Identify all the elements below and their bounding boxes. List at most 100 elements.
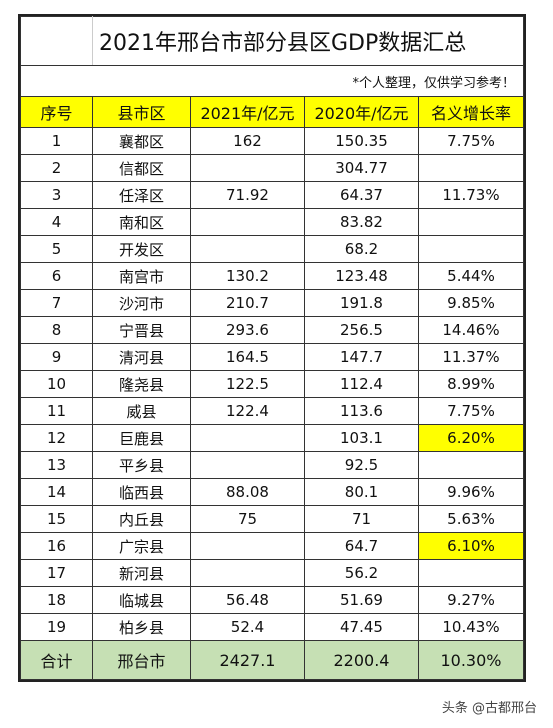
cell-no: 14 [20, 478, 93, 506]
cell-name: 信都区 [92, 154, 191, 182]
gdp-spreadsheet: 2021年邢台市部分县区GDP数据汇总 *个人整理，仅供学习参考！ 序号 县市区… [18, 14, 526, 682]
cell-growth: 5.44% [418, 262, 524, 290]
cell-y2021: 162 [190, 127, 305, 155]
cell-no: 7 [20, 289, 93, 317]
cell-y2021 [190, 154, 305, 182]
cell-growth: 8.99% [418, 370, 524, 398]
cell-name: 任泽区 [92, 181, 191, 209]
cell-no: 13 [20, 451, 93, 479]
cell-y2020: 51.69 [304, 586, 419, 614]
table-row: 4 南和区 83.82 [20, 208, 524, 236]
table-row: 13 平乡县 92.5 [20, 451, 524, 479]
cell-no: 9 [20, 343, 93, 371]
table-row: 6 南宫市 130.2 123.48 5.44% [20, 262, 524, 290]
cell-no: 1 [20, 127, 93, 155]
cell-y2021 [190, 235, 305, 263]
cell-no: 12 [20, 424, 93, 452]
cell-y2021: 75 [190, 505, 305, 533]
cell-no: 10 [20, 370, 93, 398]
cell-no: 17 [20, 559, 93, 587]
cell-y2020: 83.82 [304, 208, 419, 236]
cell-name: 柏乡县 [92, 613, 191, 641]
cell-y2021 [190, 559, 305, 587]
header-2021: 2021年/亿元 [190, 96, 305, 128]
cell-y2020: 68.2 [304, 235, 419, 263]
cell-y2021 [190, 208, 305, 236]
cell-y2020: 112.4 [304, 370, 419, 398]
cell-name: 巨鹿县 [92, 424, 191, 452]
cell-y2020: 103.1 [304, 424, 419, 452]
cell-y2020: 123.48 [304, 262, 419, 290]
cell-y2021: 88.08 [190, 478, 305, 506]
cell-y2020: 191.8 [304, 289, 419, 317]
cell-y2020: 150.35 [304, 127, 419, 155]
table-row: 1 襄都区 162 150.35 7.75% [20, 127, 524, 155]
total-label: 合计 [20, 640, 93, 680]
table-row: 5 开发区 68.2 [20, 235, 524, 263]
cell-no: 2 [20, 154, 93, 182]
cell-y2021: 122.4 [190, 397, 305, 425]
cell-y2020: 64.37 [304, 181, 419, 209]
cell-y2021: 210.7 [190, 289, 305, 317]
cell-y2021 [190, 532, 305, 560]
header-no: 序号 [20, 96, 93, 128]
title-row: 2021年邢台市部分县区GDP数据汇总 [20, 16, 524, 66]
cell-y2021: 122.5 [190, 370, 305, 398]
cell-y2021: 293.6 [190, 316, 305, 344]
cell-name: 隆尧县 [92, 370, 191, 398]
cell-no: 5 [20, 235, 93, 263]
cell-y2021 [190, 451, 305, 479]
header-growth: 名义增长率 [418, 96, 524, 128]
cell-y2020: 80.1 [304, 478, 419, 506]
cell-y2021: 130.2 [190, 262, 305, 290]
header-2020: 2020年/亿元 [304, 96, 419, 128]
table-row: 12 巨鹿县 103.1 6.20% [20, 424, 524, 452]
header-name: 县市区 [92, 96, 191, 128]
cell-y2020: 113.6 [304, 397, 419, 425]
cell-name: 南和区 [92, 208, 191, 236]
cell-no: 16 [20, 532, 93, 560]
title-spacer-cell [20, 16, 93, 66]
cell-growth: 9.96% [418, 478, 524, 506]
cell-growth: 5.63% [418, 505, 524, 533]
cell-growth [418, 559, 524, 587]
table-row: 11 威县 122.4 113.6 7.75% [20, 397, 524, 425]
cell-name: 开发区 [92, 235, 191, 263]
table-title: 2021年邢台市部分县区GDP数据汇总 [92, 16, 524, 66]
table-row: 10 隆尧县 122.5 112.4 8.99% [20, 370, 524, 398]
note-row: *个人整理，仅供学习参考！ [20, 65, 524, 97]
cell-name: 宁晋县 [92, 316, 191, 344]
total-growth: 10.30% [418, 640, 524, 680]
cell-growth: 9.27% [418, 586, 524, 614]
table-row: 16 广宗县 64.7 6.10% [20, 532, 524, 560]
cell-name: 广宗县 [92, 532, 191, 560]
cell-y2021: 52.4 [190, 613, 305, 641]
watermark: 头条 @古都邢台 [442, 697, 537, 716]
cell-no: 18 [20, 586, 93, 614]
cell-growth [418, 235, 524, 263]
cell-name: 内丘县 [92, 505, 191, 533]
total-y2021: 2427.1 [190, 640, 305, 680]
cell-no: 11 [20, 397, 93, 425]
cell-y2021: 71.92 [190, 181, 305, 209]
cell-name: 威县 [92, 397, 191, 425]
cell-no: 19 [20, 613, 93, 641]
table-row: 18 临城县 56.48 51.69 9.27% [20, 586, 524, 614]
table-row: 8 宁晋县 293.6 256.5 14.46% [20, 316, 524, 344]
cell-growth: 11.73% [418, 181, 524, 209]
table-row: 2 信都区 304.77 [20, 154, 524, 182]
cell-name: 沙河市 [92, 289, 191, 317]
cell-no: 3 [20, 181, 93, 209]
cell-y2021: 164.5 [190, 343, 305, 371]
cell-no: 6 [20, 262, 93, 290]
cell-growth: 9.85% [418, 289, 524, 317]
cell-growth: 6.10% [418, 532, 524, 560]
cell-name: 新河县 [92, 559, 191, 587]
cell-growth: 7.75% [418, 127, 524, 155]
table-row: 14 临西县 88.08 80.1 9.96% [20, 478, 524, 506]
cell-name: 襄都区 [92, 127, 191, 155]
table-row: 17 新河县 56.2 [20, 559, 524, 587]
cell-y2021: 56.48 [190, 586, 305, 614]
cell-y2021 [190, 424, 305, 452]
cell-growth: 11.37% [418, 343, 524, 371]
